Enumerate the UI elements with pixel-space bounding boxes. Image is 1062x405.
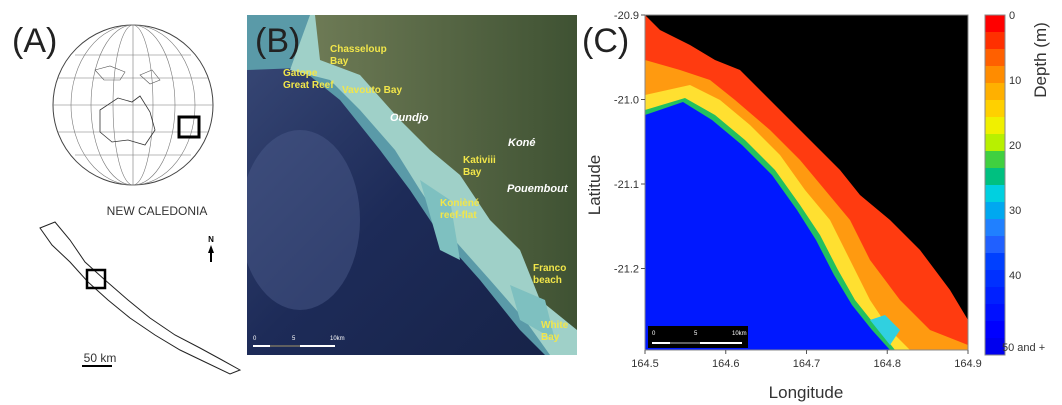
colorbar-step (985, 83, 1005, 101)
colorbar-title: Depth (m) (1031, 22, 1050, 98)
caption: NEW CALEDONIA (107, 204, 208, 218)
colorbar-step (985, 15, 1005, 33)
locator-box (177, 115, 201, 139)
x-tick-label: 164.9 (954, 358, 982, 370)
colorbar-tick-label: 30 (1009, 205, 1021, 217)
colorbar-step (985, 185, 1005, 203)
place-label: Gatope (283, 68, 318, 79)
scale-label: 0 (652, 331, 656, 337)
north-label: N (208, 235, 214, 244)
place-label: Koné (508, 137, 536, 149)
place-label: Vavouto Bay (342, 85, 402, 96)
depth-map (645, 15, 968, 350)
colorbar-step (985, 338, 1005, 356)
place-label: Bay (541, 332, 560, 343)
place-label: Kativiii (463, 155, 496, 166)
colorbar-step (985, 304, 1005, 322)
axis-ticks: 164.5 164.6 164.7 164.8 164.9 -20.9 -21.0 -21.1… (614, 10, 982, 370)
x-tick-label: 164.8 (873, 358, 901, 370)
colorbar-step (985, 100, 1005, 118)
panel-a: (A) NEW CALEDONIA N 50 km (12, 22, 242, 375)
colorbar-step (985, 117, 1005, 135)
colorbar-tick-label: 0 (1009, 10, 1015, 22)
y-tick-label: -21.1 (614, 179, 639, 191)
colorbar-tick-label: 40 (1009, 270, 1021, 282)
panel-c: (C) 0 5 10km 164.5 164.6 164.7 164.8 164.9 -2… (582, 10, 1050, 402)
place-label: Bay (463, 167, 482, 178)
place-label: reef-flat (440, 210, 477, 221)
colorbar-step (985, 236, 1005, 254)
scale-bar: 0 5 10km (253, 336, 345, 347)
scale-label: 0 (253, 336, 257, 342)
place-label: Bay (330, 56, 349, 67)
place-label: beach (533, 275, 562, 286)
y-axis-label: Latitude (585, 155, 604, 216)
x-tick-label: 164.6 (712, 358, 740, 370)
panel-label: (A) (12, 22, 57, 60)
colorbar-step (985, 253, 1005, 271)
colorbar-tick-label: 50 and + (1002, 342, 1045, 354)
place-label: Oundjo (390, 112, 429, 124)
scale-label: 50 km (84, 351, 117, 365)
colorbar-step (985, 270, 1005, 288)
place-label: Franco (533, 263, 566, 274)
place-label: Chasseloup (330, 44, 387, 55)
colorbar-step (985, 32, 1005, 50)
y-tick-label: -20.9 (614, 10, 639, 22)
colorbar-tick-label: 10 (1009, 75, 1021, 87)
colorbar-step (985, 287, 1005, 305)
scale-bar: 0 5 10km (648, 326, 748, 348)
colorbar-step (985, 219, 1005, 237)
satellite-image (247, 15, 577, 355)
y-tick-label: -21.0 (614, 95, 639, 107)
colorbar-step (985, 151, 1005, 169)
globe (52, 24, 214, 186)
y-tick-label: -21.2 (614, 264, 639, 276)
colorbar-step (985, 66, 1005, 84)
place-label: Great Reef (283, 80, 334, 91)
scale-label: 5 (292, 336, 296, 342)
scale-label: 10km (330, 336, 345, 342)
place-label: Konièné (440, 198, 480, 209)
x-axis-label: Longitude (769, 383, 844, 402)
colorbar-frame (984, 14, 1006, 356)
panel-label: (C) (582, 22, 629, 60)
panel-label: (B) (255, 22, 300, 60)
x-tick-label: 164.7 (793, 358, 821, 370)
colorbar-step (985, 168, 1005, 186)
scale-label: 10km (732, 331, 747, 337)
locator-box (85, 268, 107, 290)
colorbar-tick-label: 20 (1009, 140, 1021, 152)
place-label: White (541, 320, 569, 331)
scale-label: 5 (694, 331, 698, 337)
colorbar-step (985, 321, 1005, 339)
colorbar: 0 10 20 30 40 50 and + (984, 10, 1045, 356)
north-arrow (208, 245, 214, 262)
x-tick-label: 164.5 (631, 358, 659, 370)
colorbar-step (985, 49, 1005, 67)
colorbar-step (985, 202, 1005, 220)
colorbar-step (985, 134, 1005, 152)
place-label: Pouembout (507, 183, 569, 195)
island-outline (39, 221, 242, 375)
